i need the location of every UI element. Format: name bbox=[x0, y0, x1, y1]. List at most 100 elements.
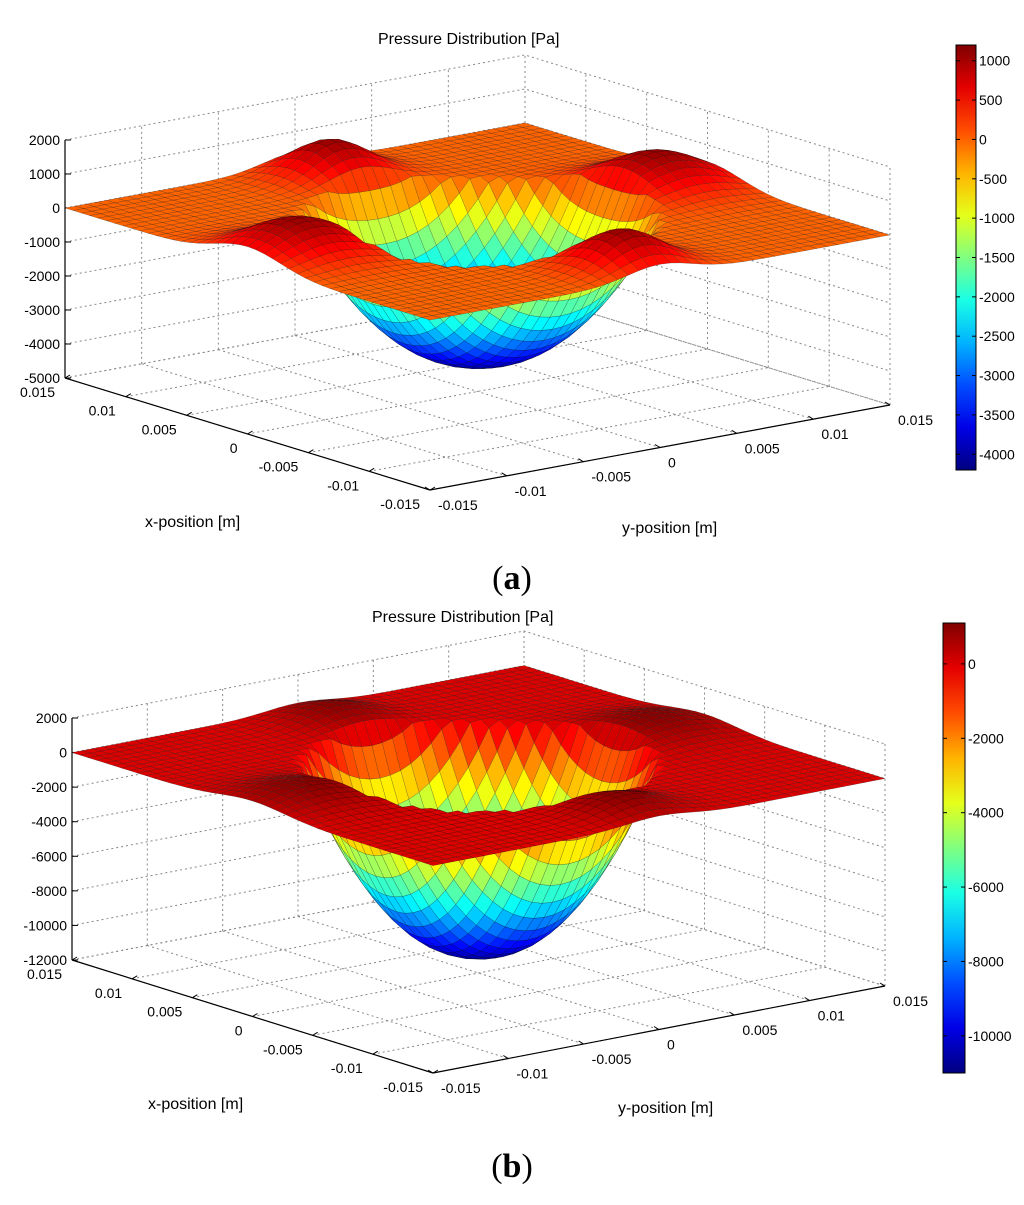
gridline-floor bbox=[132, 891, 585, 980]
colorbar-tick-label: -3000 bbox=[979, 368, 1015, 384]
z-tick-label: -2000 bbox=[24, 268, 60, 284]
colorbar-tick-label: 0 bbox=[968, 656, 976, 672]
z-tick-label: -1000 bbox=[24, 234, 60, 250]
y-tick bbox=[424, 486, 431, 491]
gridline-floor bbox=[371, 320, 737, 434]
gridline-floor bbox=[141, 363, 507, 477]
x-axis-label-b: x-position [m] bbox=[148, 1096, 244, 1113]
y-tick bbox=[653, 1026, 660, 1030]
y-axis-label-a: y-position [m] bbox=[622, 520, 718, 537]
colorbar-tick-label: -3500 bbox=[979, 407, 1015, 423]
z-tick-label: 0 bbox=[59, 745, 67, 761]
x-tick-label: -0.005 bbox=[259, 459, 299, 475]
surface-patch bbox=[424, 860, 444, 866]
y-tick-label: 0.015 bbox=[898, 412, 933, 428]
colorbar-tick-label: -4000 bbox=[968, 805, 1004, 821]
x-tick bbox=[131, 975, 138, 980]
colorbar-tick-label: 1000 bbox=[979, 53, 1010, 69]
z-tick-label: 2000 bbox=[29, 132, 60, 148]
colorbar-tick-label: -500 bbox=[979, 171, 1007, 187]
y-tick bbox=[654, 444, 661, 448]
x-axis-label-a: x-position [m] bbox=[145, 514, 241, 531]
y-tick bbox=[578, 458, 584, 463]
gridline-floor bbox=[524, 292, 891, 406]
gridline-z bbox=[71, 630, 886, 745]
z-tick-label: -10000 bbox=[23, 917, 67, 933]
gridline-floor bbox=[312, 947, 765, 1036]
z-tick-label: -8000 bbox=[31, 883, 67, 899]
y-tick bbox=[808, 415, 814, 420]
x-tick-label: 0.01 bbox=[89, 403, 116, 419]
x-tick bbox=[64, 374, 71, 379]
chart-panel-a: 2000 1000 0 -1000 -2000 -3000 -4000 -5000 0.015 0… bbox=[20, 31, 1015, 597]
gridline-z bbox=[64, 258, 891, 372]
surface-plot-a: 200010000-1000-2000-3000-4000-50000.0150… bbox=[20, 44, 1015, 513]
y-tick-label: 0.005 bbox=[742, 1022, 777, 1038]
y-tick bbox=[427, 1069, 434, 1074]
z-tick-label: -4000 bbox=[31, 814, 67, 830]
gridline-floor bbox=[372, 966, 825, 1055]
pressure-surface bbox=[64, 122, 891, 369]
y-tick-label: -0.005 bbox=[592, 1051, 632, 1067]
y-tick-label: -0.015 bbox=[441, 1080, 481, 1096]
x-tick-label: -0.01 bbox=[327, 477, 359, 493]
y-tick bbox=[578, 1040, 584, 1045]
z-tick-label: 1000 bbox=[29, 166, 60, 182]
x-tick bbox=[372, 1050, 379, 1055]
y-tick bbox=[884, 401, 891, 406]
y-tick-label: 0.01 bbox=[818, 1008, 845, 1024]
y-tick-label: 0 bbox=[667, 1037, 675, 1053]
colorbar-tick-label: -10000 bbox=[968, 1028, 1012, 1044]
gridline-floor bbox=[252, 929, 705, 1017]
x-tick bbox=[312, 1031, 318, 1036]
x-tick bbox=[368, 467, 375, 472]
x-tick bbox=[429, 486, 436, 491]
x-tick-label: -0.015 bbox=[380, 496, 420, 512]
surface-plot-b: 20000-2000-4000-6000-8000-10000-120000.0… bbox=[23, 622, 1012, 1096]
colorbar-tick-label: -2500 bbox=[979, 328, 1015, 344]
x-tick-label: 0 bbox=[230, 440, 238, 456]
x-tick bbox=[192, 994, 198, 999]
z-tick-label: -4000 bbox=[24, 336, 60, 352]
chart-panel-b: 2000 0 -2000 -4000 -6000 -8000 -10000 -12000 0.0… bbox=[0, 603, 1024, 1205]
colorbar-tick-label: 500 bbox=[979, 92, 1003, 108]
y-tick bbox=[731, 429, 737, 434]
pressure-surface bbox=[71, 665, 886, 960]
colorbar bbox=[942, 622, 966, 1074]
y-tick-label: -0.005 bbox=[591, 469, 631, 485]
colorbar-tick-label: -2000 bbox=[968, 730, 1004, 746]
panel-caption-a: (a) bbox=[492, 560, 532, 597]
gridline-floor bbox=[294, 335, 661, 448]
x-tick-label: 0.01 bbox=[95, 985, 122, 1001]
gridline-z bbox=[64, 54, 891, 168]
z-tick-label: 0 bbox=[52, 200, 60, 216]
x-tick-label: 0.005 bbox=[142, 421, 177, 437]
colorbar-tick-label: -1500 bbox=[979, 250, 1015, 266]
chart-title-b: Pressure Distribution [Pa] bbox=[372, 609, 554, 626]
gridline-floor bbox=[448, 306, 814, 420]
x-tick-label: 0 bbox=[235, 1023, 243, 1039]
gridline-floor bbox=[523, 872, 886, 987]
x-tick-label: 0.005 bbox=[147, 1004, 182, 1020]
gridline-floor bbox=[222, 930, 584, 1045]
colorbar-tick-label: 0 bbox=[979, 131, 987, 147]
colorbar-tick-label: -2000 bbox=[979, 289, 1015, 305]
x-tick bbox=[308, 449, 314, 454]
z-tick-label: -5000 bbox=[24, 370, 60, 386]
x-tick-label: -0.01 bbox=[331, 1060, 363, 1076]
gridline-z bbox=[64, 224, 891, 338]
colorbar-tick-label: -6000 bbox=[968, 879, 1004, 895]
colorbar-tick-label: -1000 bbox=[979, 210, 1015, 226]
gridline-z bbox=[64, 88, 891, 202]
x-tick-label: -0.005 bbox=[263, 1041, 303, 1057]
x-tick bbox=[252, 1013, 258, 1017]
y-tick-label: -0.01 bbox=[515, 483, 547, 499]
chart-title-a: Pressure Distribution [Pa] bbox=[378, 31, 560, 48]
x-tick bbox=[186, 411, 192, 416]
gridline-floor bbox=[448, 887, 810, 1001]
z-tick-label: -2000 bbox=[31, 779, 67, 795]
x-tick bbox=[71, 956, 78, 961]
surface-patch bbox=[421, 315, 441, 321]
y-tick-label: 0.01 bbox=[821, 426, 848, 442]
y-tick bbox=[729, 1011, 735, 1016]
